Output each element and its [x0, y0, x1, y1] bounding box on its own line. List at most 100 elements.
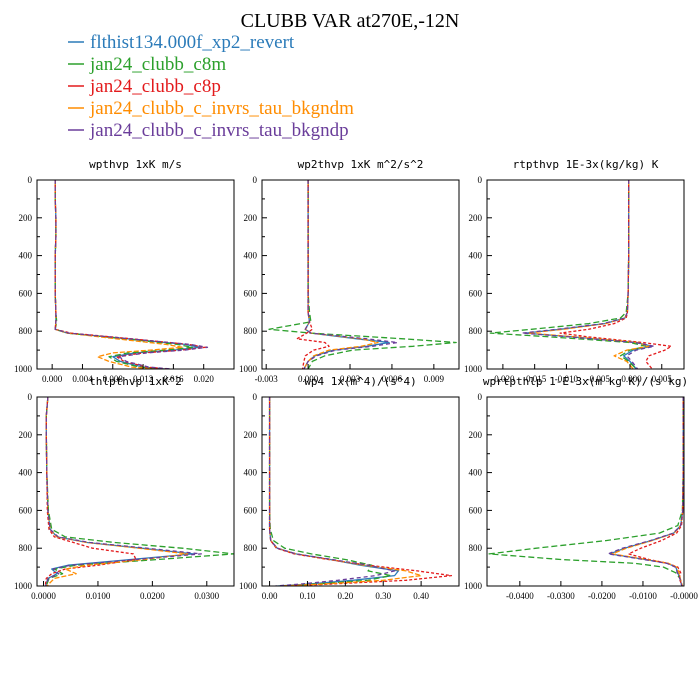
legend-label: jan24_clubb_c8p	[89, 76, 221, 97]
series-line	[296, 180, 330, 369]
x-tick-label: -0.0300	[547, 591, 575, 601]
y-tick-label: 200	[469, 213, 483, 223]
series-line	[611, 397, 684, 586]
panel-title: wprtpthlp 1-E-3x(m kg K)/(s kg)	[483, 375, 688, 388]
x-tick-label: 0.008	[103, 374, 124, 384]
y-tick-label: 800	[19, 543, 33, 553]
y-tick-label: 200	[469, 430, 483, 440]
y-tick-label: 800	[469, 543, 483, 553]
legend-label: jan24_clubb_c_invrs_tau_bkgndm	[89, 98, 354, 119]
y-tick-label: 200	[244, 213, 258, 223]
y-tick-label: 0	[253, 392, 258, 402]
panel-title: wpthvp 1xK m/s	[89, 158, 182, 171]
y-tick-label: 800	[19, 326, 33, 336]
x-tick-label: -0.0400	[506, 591, 534, 601]
series-line	[268, 180, 457, 369]
panel-6: wprtpthlp 1-E-3x(m kg K)/(s kg)0 200 400 60…	[464, 375, 698, 601]
x-tick-label: 0.00	[262, 591, 278, 601]
x-tick-label: 0.000	[42, 374, 63, 384]
panel-5: wp4 1x(m^4)/(s^4) 0 200 400 600 800 1000 0.00 0.…	[239, 375, 460, 601]
series-lines	[268, 180, 457, 369]
series-lines	[488, 397, 684, 586]
series-line	[268, 397, 396, 586]
legend-entry: jan24_clubb_c_invrs_tau_bkgndm	[68, 98, 354, 119]
series-line	[303, 180, 390, 369]
y-tick-label: 1000	[239, 364, 258, 374]
y-tick-label: 1000	[464, 364, 483, 374]
series-line	[54, 180, 184, 369]
y-tick-label: 0	[28, 392, 33, 402]
plot-frame	[486, 396, 685, 587]
legend-label: flthist134.000f_xp2_revert	[90, 32, 295, 53]
y-tick-label: 600	[469, 505, 483, 515]
legend-entry: jan24_clubb_c8m	[68, 54, 226, 75]
series-line	[54, 180, 193, 369]
y-tick-label: 0	[478, 392, 483, 402]
x-tick-label: 0.0200	[140, 591, 165, 601]
series-line	[488, 397, 684, 586]
panel-title: wp4 1x(m^4)/(s^4)	[304, 375, 417, 388]
x-tick-label: 0.005	[652, 374, 673, 384]
legend-entry: jan24_clubb_c_invrs_tau_bkgndp	[68, 120, 349, 141]
panel-2: wp2thvp 1xK m^2/s^2 0 200 400 600 800 1000-0.0…	[239, 158, 460, 384]
y-tick-label: 400	[19, 251, 33, 261]
x-tick-label: 0.0000	[31, 591, 56, 601]
y-tick-label: 1000	[14, 581, 33, 591]
series-line	[268, 397, 422, 586]
y-tick-label: 1000	[239, 581, 258, 591]
legend-label: jan24_clubb_c_invrs_tau_bkgndp	[89, 120, 349, 141]
x-tick-label: 0.004	[72, 374, 93, 384]
series-line	[45, 397, 234, 586]
series-lines	[489, 180, 672, 369]
x-tick-label: -0.003	[255, 374, 279, 384]
legend-entry: jan24_clubb_c8p	[68, 76, 221, 97]
series-line	[54, 180, 209, 369]
x-tick-label: 0.012	[133, 374, 153, 384]
series-line	[45, 397, 189, 586]
series-lines	[44, 397, 234, 586]
y-tick-label: 0	[28, 175, 33, 185]
x-tick-label: -0.005	[587, 374, 611, 384]
x-tick-label: 0.40	[413, 591, 429, 601]
series-line	[268, 397, 392, 586]
y-tick-label: 0	[253, 175, 258, 185]
x-tick-label: 0.0300	[194, 591, 219, 601]
y-tick-label: 1000	[14, 364, 33, 374]
x-tick-label: -0.000	[618, 374, 642, 384]
x-tick-label: -0.0000	[670, 591, 698, 601]
series-lines	[54, 180, 209, 369]
x-tick-label: -0.015	[523, 374, 547, 384]
y-tick-label: 800	[469, 326, 483, 336]
y-tick-label: 600	[19, 505, 33, 515]
x-tick-label: -0.0200	[588, 591, 616, 601]
y-tick-label: 400	[469, 468, 483, 478]
x-tick-label: -0.010	[555, 374, 579, 384]
panel-title: rtpthvp 1E-3x(kg/kg) K	[513, 158, 659, 171]
panel-title: thlpthvp 1xK^2	[89, 375, 182, 388]
series-line	[44, 397, 137, 586]
y-tick-label: 600	[469, 288, 483, 298]
x-tick-label: -0.0100	[629, 591, 657, 601]
panel-title: wp2thvp 1xK m^2/s^2	[298, 158, 424, 171]
y-tick-label: 600	[19, 288, 33, 298]
panel-1: wpthvp 1xK m/s 0 200 400 600 800 1000 0.000 0.00…	[14, 158, 235, 384]
plot-frame	[261, 396, 460, 587]
x-tick-label: 0.016	[163, 374, 184, 384]
series-line	[45, 397, 202, 586]
y-tick-label: 400	[244, 251, 258, 261]
y-tick-label: 400	[469, 251, 483, 261]
series-line	[609, 397, 684, 586]
y-tick-label: 200	[244, 430, 258, 440]
series-line	[627, 397, 684, 586]
y-tick-label: 1000	[464, 581, 483, 591]
series-line	[54, 180, 201, 369]
figure-title: CLUBB VAR at270E,-12N	[241, 10, 460, 32]
y-tick-label: 0	[478, 175, 483, 185]
series-line	[521, 180, 655, 369]
series-line	[45, 397, 194, 586]
x-tick-label: 0.000	[298, 374, 319, 384]
plot-frame	[486, 179, 685, 370]
series-line	[303, 180, 399, 369]
